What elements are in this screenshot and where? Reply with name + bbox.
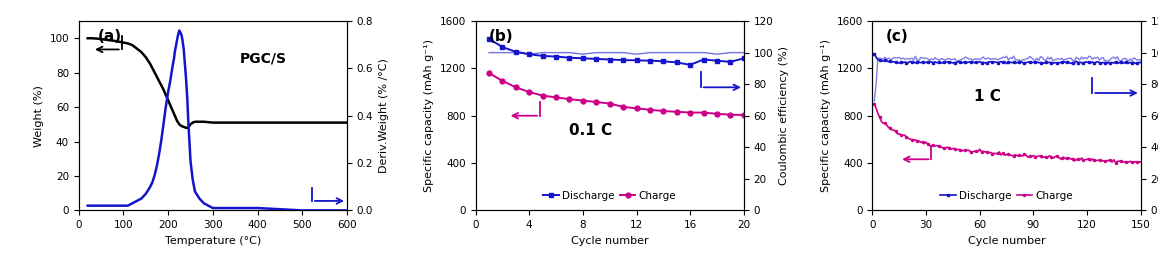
- Text: PGC/S: PGC/S: [240, 52, 287, 66]
- Discharge: [973, 60, 987, 63]
- Discharge: [616, 58, 630, 62]
- Discharge: [1089, 61, 1102, 64]
- Charge: [1087, 158, 1101, 161]
- Charge: [736, 113, 750, 117]
- Discharge: [549, 55, 563, 58]
- Charge: [589, 100, 603, 104]
- Discharge: [867, 52, 881, 55]
- Charge: [697, 111, 711, 114]
- Charge: [576, 99, 589, 102]
- Line: Discharge: Discharge: [873, 53, 1142, 65]
- Charge: [1018, 153, 1032, 156]
- Discharge: [589, 57, 603, 60]
- Discharge: [536, 54, 550, 58]
- X-axis label: Cycle number: Cycle number: [968, 236, 1046, 246]
- Discharge: [522, 53, 536, 56]
- Charge: [657, 109, 670, 113]
- Discharge: [999, 62, 1013, 65]
- Discharge: [482, 37, 496, 40]
- Charge: [1051, 155, 1065, 159]
- Y-axis label: Deriv.Weight (% /°C): Deriv.Weight (% /°C): [379, 58, 389, 173]
- Discharge: [1009, 62, 1023, 65]
- Discharge: [602, 58, 616, 61]
- Text: (a): (a): [97, 29, 122, 44]
- Charge: [1108, 161, 1122, 164]
- Charge: [1006, 154, 1020, 157]
- Line: Charge: Charge: [873, 103, 1142, 164]
- Discharge: [683, 63, 697, 66]
- Charge: [710, 112, 724, 115]
- Discharge: [1134, 61, 1148, 64]
- Charge: [549, 96, 563, 99]
- Charge: [1134, 160, 1148, 164]
- Y-axis label: Specific capacity (mAh g⁻¹): Specific capacity (mAh g⁻¹): [821, 39, 831, 192]
- Y-axis label: Weight (%): Weight (%): [34, 85, 44, 147]
- Charge: [536, 94, 550, 97]
- Charge: [724, 113, 738, 116]
- Charge: [955, 149, 969, 153]
- Charge: [496, 79, 510, 82]
- Charge: [867, 102, 881, 105]
- Discharge: [669, 61, 683, 64]
- Text: 0.1 C: 0.1 C: [570, 123, 613, 138]
- Discharge: [724, 60, 738, 63]
- Charge: [683, 111, 697, 114]
- Discharge: [563, 56, 577, 59]
- Discharge: [955, 62, 969, 65]
- X-axis label: Cycle number: Cycle number: [571, 236, 648, 246]
- X-axis label: Temperature (°C): Temperature (°C): [164, 236, 261, 246]
- Line: Charge: Charge: [486, 71, 746, 117]
- Line: Discharge: Discharge: [486, 36, 746, 67]
- Discharge: [1054, 61, 1068, 64]
- Discharge: [736, 57, 750, 60]
- Y-axis label: Specific capacity (mAh g⁻¹): Specific capacity (mAh g⁻¹): [424, 39, 434, 192]
- Charge: [630, 107, 644, 110]
- Discharge: [496, 45, 510, 49]
- Charge: [643, 108, 657, 112]
- Charge: [602, 102, 616, 105]
- Charge: [482, 72, 496, 75]
- Y-axis label: Coulombic efficiency (%): Coulombic efficiency (%): [779, 46, 789, 185]
- Discharge: [657, 60, 670, 63]
- Charge: [616, 105, 630, 108]
- Text: (b): (b): [489, 29, 514, 44]
- Charge: [973, 148, 987, 151]
- Legend: Discharge, Charge: Discharge, Charge: [936, 187, 1077, 205]
- Charge: [508, 86, 522, 89]
- Discharge: [643, 59, 657, 62]
- Legend: Discharge, Charge: Discharge, Charge: [540, 187, 680, 205]
- Discharge: [1019, 61, 1033, 64]
- Charge: [522, 90, 536, 94]
- Text: 1 C: 1 C: [974, 89, 1002, 104]
- Discharge: [630, 59, 644, 62]
- Charge: [669, 110, 683, 113]
- Discharge: [508, 50, 522, 53]
- Discharge: [576, 57, 589, 60]
- Text: (c): (c): [886, 29, 909, 44]
- Discharge: [697, 58, 711, 61]
- Discharge: [710, 59, 724, 62]
- Charge: [563, 98, 577, 101]
